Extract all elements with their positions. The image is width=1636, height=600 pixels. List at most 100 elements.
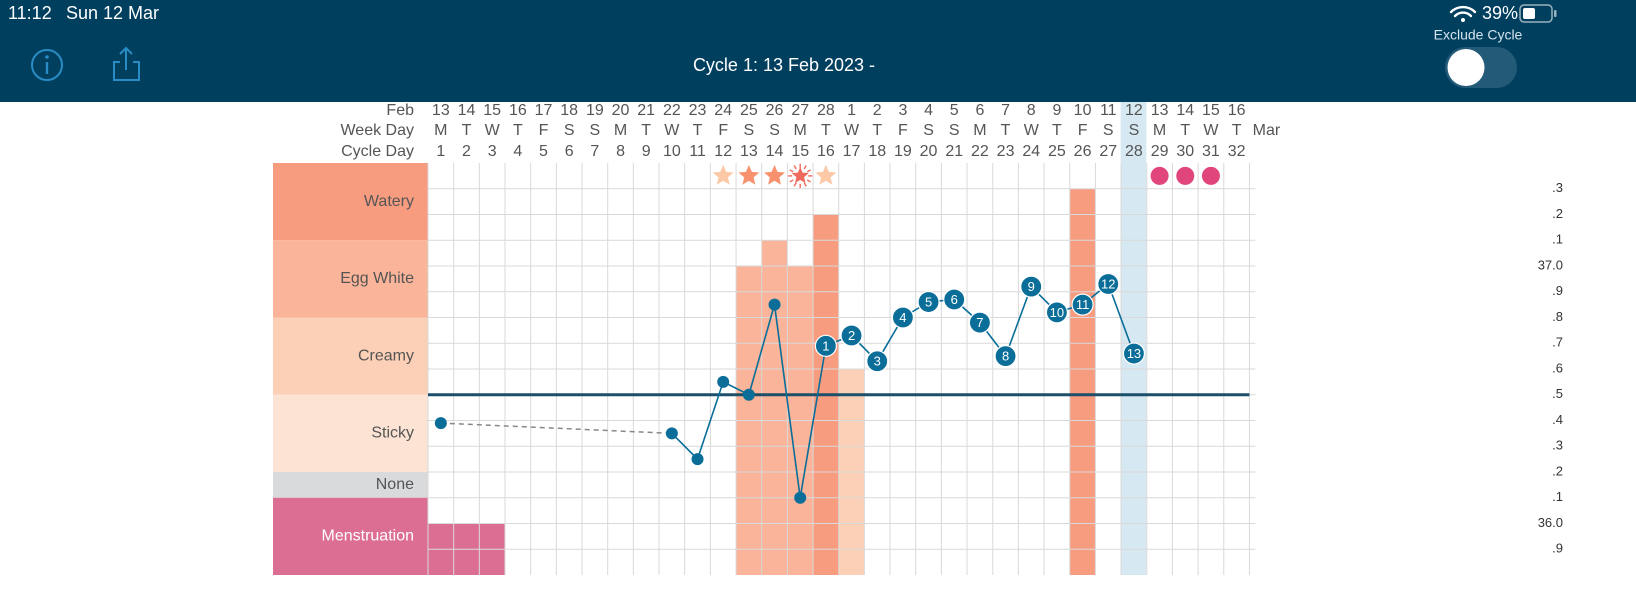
date-label: 9 [1052,102,1061,119]
header-bar [0,0,1636,102]
cycle-day-label: 27 [1099,143,1117,160]
date-label: 6 [975,102,984,119]
y-tick-label: .8 [1552,309,1563,324]
cycle-day-label: 1 [436,143,445,160]
temperature-point [434,417,447,430]
date-label: 7 [1001,102,1010,119]
mucus-label-block [273,497,428,575]
peak-ray [793,165,797,170]
weekday-label: T [1001,122,1011,139]
point-label: 13 [1127,346,1141,361]
cycle-day-label: 8 [616,143,625,160]
info-button[interactable] [31,49,63,81]
temperature-point [1097,272,1120,296]
exclude-toggle[interactable] [1445,47,1517,88]
temperature-point [717,375,730,388]
date-label: 24 [714,102,732,119]
mucus-label-block [273,240,428,318]
weekday-label: T [821,122,831,139]
temperature-point [665,427,678,440]
y-tick-label: .3 [1552,438,1563,453]
cycle-day-label: 4 [513,143,522,160]
cycle-day-label: 16 [817,143,835,160]
weekday-label: W [1024,122,1040,139]
temperature-point [1020,275,1043,298]
temperature-point [814,334,837,357]
cycle-day-label: 32 [1228,143,1246,160]
date-label: 12 [1125,102,1143,119]
weekday-label: W [844,122,860,139]
ovulation-star [738,164,760,185]
date-label: 5 [950,102,959,119]
cycle-day-label: 15 [791,143,809,160]
point-label: 6 [951,292,958,307]
y-tick-label: .2 [1552,206,1563,221]
date-label: 16 [509,102,527,119]
cycle-day-label: 24 [1022,143,1040,160]
weekday-label: W [664,122,680,139]
share-button[interactable] [113,46,140,81]
cycle-day-label: 7 [590,143,599,160]
peak-ray [806,169,811,173]
weekday-label: T [693,122,703,139]
mucus-label-block [273,472,428,498]
battery-text: 39% [1482,3,1518,23]
temperature-point [917,290,940,314]
cycle-day-label: 3 [488,143,497,160]
peak-ray [803,165,807,170]
weekday-label: S [949,122,960,139]
temperature-point [891,306,914,329]
cycle-day-label: 17 [843,143,861,160]
cycle-day-label: 5 [539,143,548,160]
mucus-label: Menstruation [322,528,415,545]
mucus-label: Sticky [371,425,414,442]
mucus-label-block [273,317,428,395]
date-label: 17 [535,102,553,119]
date-label: 25 [740,102,758,119]
date-label: 28 [817,102,835,119]
y-tick-label: .7 [1552,335,1563,350]
date-label: 26 [766,102,784,119]
weekday-label: S [923,122,934,139]
cycle-day-label: 20 [920,143,938,160]
weekday-label: S [744,122,755,139]
ovulation-star [712,164,734,185]
month-label: Feb [386,102,414,119]
status-time: 11:12 [8,3,52,23]
cycle-day-label: 12 [714,143,732,160]
weekday-label: M [1153,122,1166,139]
date-label: 10 [1074,102,1092,119]
today-highlight [1120,102,1147,575]
ovulation-star [764,164,785,185]
weekday-label: T [641,122,651,139]
point-label: 8 [1002,349,1009,364]
temperature-point [768,298,781,311]
weekday-label: S [564,122,575,139]
temperature-point [742,388,755,401]
peak-ray [803,182,807,187]
cycle-day-label: 29 [1151,143,1169,160]
cycle-day-label: 10 [663,143,681,160]
point-label: 7 [976,315,983,330]
weekday-label: M [794,122,807,139]
y-tick-label: .2 [1552,463,1563,478]
date-label: 11 [1100,102,1117,119]
weekday-label: S [590,122,601,139]
weekday-label: S [1129,122,1140,139]
cycle-day-label: 21 [945,143,963,160]
weekday-label: T [1232,122,1242,139]
weekday-label: S [769,122,780,139]
peak-ray [793,182,797,187]
y-tick-label: 36.0 [1538,515,1563,530]
weekday-label: F [539,122,549,139]
mucus-label-block [273,394,428,472]
peak-ray [789,179,794,183]
y-tick-label: .1 [1552,232,1563,247]
ovulation-star [791,166,809,184]
date-label: 19 [586,102,604,119]
temperature-point [794,491,807,504]
y-tick-label: .4 [1552,412,1563,427]
